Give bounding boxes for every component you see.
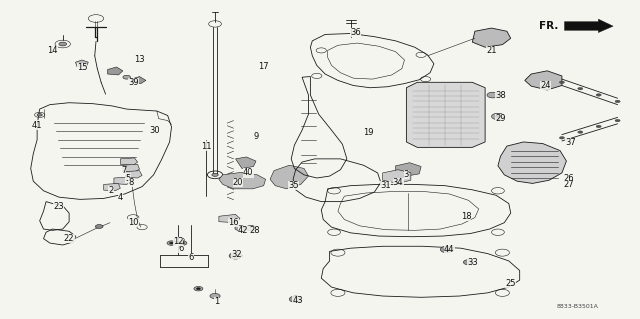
Polygon shape <box>219 214 240 223</box>
Text: 30: 30 <box>150 126 160 135</box>
Circle shape <box>578 87 583 90</box>
Text: 12: 12 <box>173 237 183 246</box>
Text: 37: 37 <box>566 138 576 147</box>
Circle shape <box>59 42 67 46</box>
Polygon shape <box>396 163 421 176</box>
Circle shape <box>180 242 184 244</box>
Circle shape <box>210 293 220 299</box>
Polygon shape <box>236 157 256 168</box>
Text: 26: 26 <box>563 174 573 182</box>
Text: 40: 40 <box>243 168 253 177</box>
Polygon shape <box>76 60 88 66</box>
Circle shape <box>246 226 256 231</box>
Circle shape <box>235 226 245 231</box>
Polygon shape <box>406 82 485 147</box>
Polygon shape <box>219 172 266 189</box>
Polygon shape <box>108 67 123 75</box>
Text: 8833-B3501A: 8833-B3501A <box>557 304 598 309</box>
Circle shape <box>229 253 242 259</box>
Text: 23: 23 <box>54 202 64 211</box>
Circle shape <box>463 260 474 265</box>
Text: 36: 36 <box>350 28 360 37</box>
Circle shape <box>487 92 499 98</box>
Text: 15: 15 <box>77 63 87 72</box>
Text: 28: 28 <box>250 226 260 235</box>
Text: 6: 6 <box>179 244 184 253</box>
Circle shape <box>495 115 500 118</box>
Circle shape <box>615 119 620 122</box>
Text: 20: 20 <box>233 178 243 187</box>
Polygon shape <box>114 177 131 184</box>
Polygon shape <box>123 164 140 172</box>
Circle shape <box>212 173 218 176</box>
Polygon shape <box>120 158 138 165</box>
Text: 13: 13 <box>134 56 145 64</box>
Polygon shape <box>383 170 411 183</box>
Text: 16: 16 <box>228 218 239 227</box>
Circle shape <box>194 286 203 291</box>
Text: 9: 9 <box>253 132 259 141</box>
Text: 8: 8 <box>129 178 134 187</box>
Text: 41: 41 <box>32 121 42 130</box>
Circle shape <box>170 242 173 244</box>
Text: 10: 10 <box>128 218 138 227</box>
Text: 25: 25 <box>506 279 516 288</box>
Circle shape <box>178 241 187 245</box>
Polygon shape <box>472 28 511 47</box>
Polygon shape <box>131 77 146 84</box>
Text: 2: 2 <box>108 186 113 195</box>
Text: 4: 4 <box>118 193 123 202</box>
Text: 31: 31 <box>380 181 390 190</box>
Circle shape <box>95 225 103 228</box>
Circle shape <box>440 246 453 253</box>
Polygon shape <box>125 171 142 178</box>
Text: FR.: FR. <box>539 21 558 31</box>
Circle shape <box>492 113 504 120</box>
Text: 5: 5 <box>125 174 131 182</box>
Text: 32: 32 <box>232 250 242 259</box>
Text: 35: 35 <box>288 181 298 190</box>
Text: 27: 27 <box>563 180 573 189</box>
Polygon shape <box>270 165 308 189</box>
Circle shape <box>596 94 601 96</box>
Text: 24: 24 <box>540 81 550 90</box>
Circle shape <box>37 114 42 116</box>
Text: 29: 29 <box>495 114 506 123</box>
Circle shape <box>596 125 601 128</box>
Text: 19: 19 <box>363 128 373 137</box>
Circle shape <box>444 248 449 251</box>
Circle shape <box>167 241 176 245</box>
Text: 34: 34 <box>393 178 403 187</box>
Text: 33: 33 <box>467 258 477 267</box>
Text: 39: 39 <box>128 78 138 87</box>
Text: 44: 44 <box>444 245 454 254</box>
Text: 18: 18 <box>461 212 471 221</box>
Text: 17: 17 <box>259 62 269 71</box>
Circle shape <box>559 137 564 139</box>
Circle shape <box>559 81 564 84</box>
Polygon shape <box>564 19 613 33</box>
Polygon shape <box>525 71 562 90</box>
Text: 1: 1 <box>214 297 219 306</box>
Text: 11: 11 <box>201 142 211 151</box>
Text: 6: 6 <box>188 253 193 262</box>
Polygon shape <box>498 142 566 183</box>
Text: 38: 38 <box>495 91 506 100</box>
Polygon shape <box>104 183 120 191</box>
Circle shape <box>578 131 583 133</box>
Circle shape <box>123 75 131 79</box>
Text: 3: 3 <box>404 170 409 179</box>
Text: 43: 43 <box>292 296 303 305</box>
Text: 14: 14 <box>47 46 58 55</box>
Text: 21: 21 <box>486 46 497 55</box>
Text: 22: 22 <box>64 234 74 243</box>
Circle shape <box>196 288 200 290</box>
Text: 7: 7 <box>121 166 126 175</box>
Circle shape <box>615 100 620 103</box>
Circle shape <box>289 296 302 302</box>
Text: 42: 42 <box>238 226 248 235</box>
